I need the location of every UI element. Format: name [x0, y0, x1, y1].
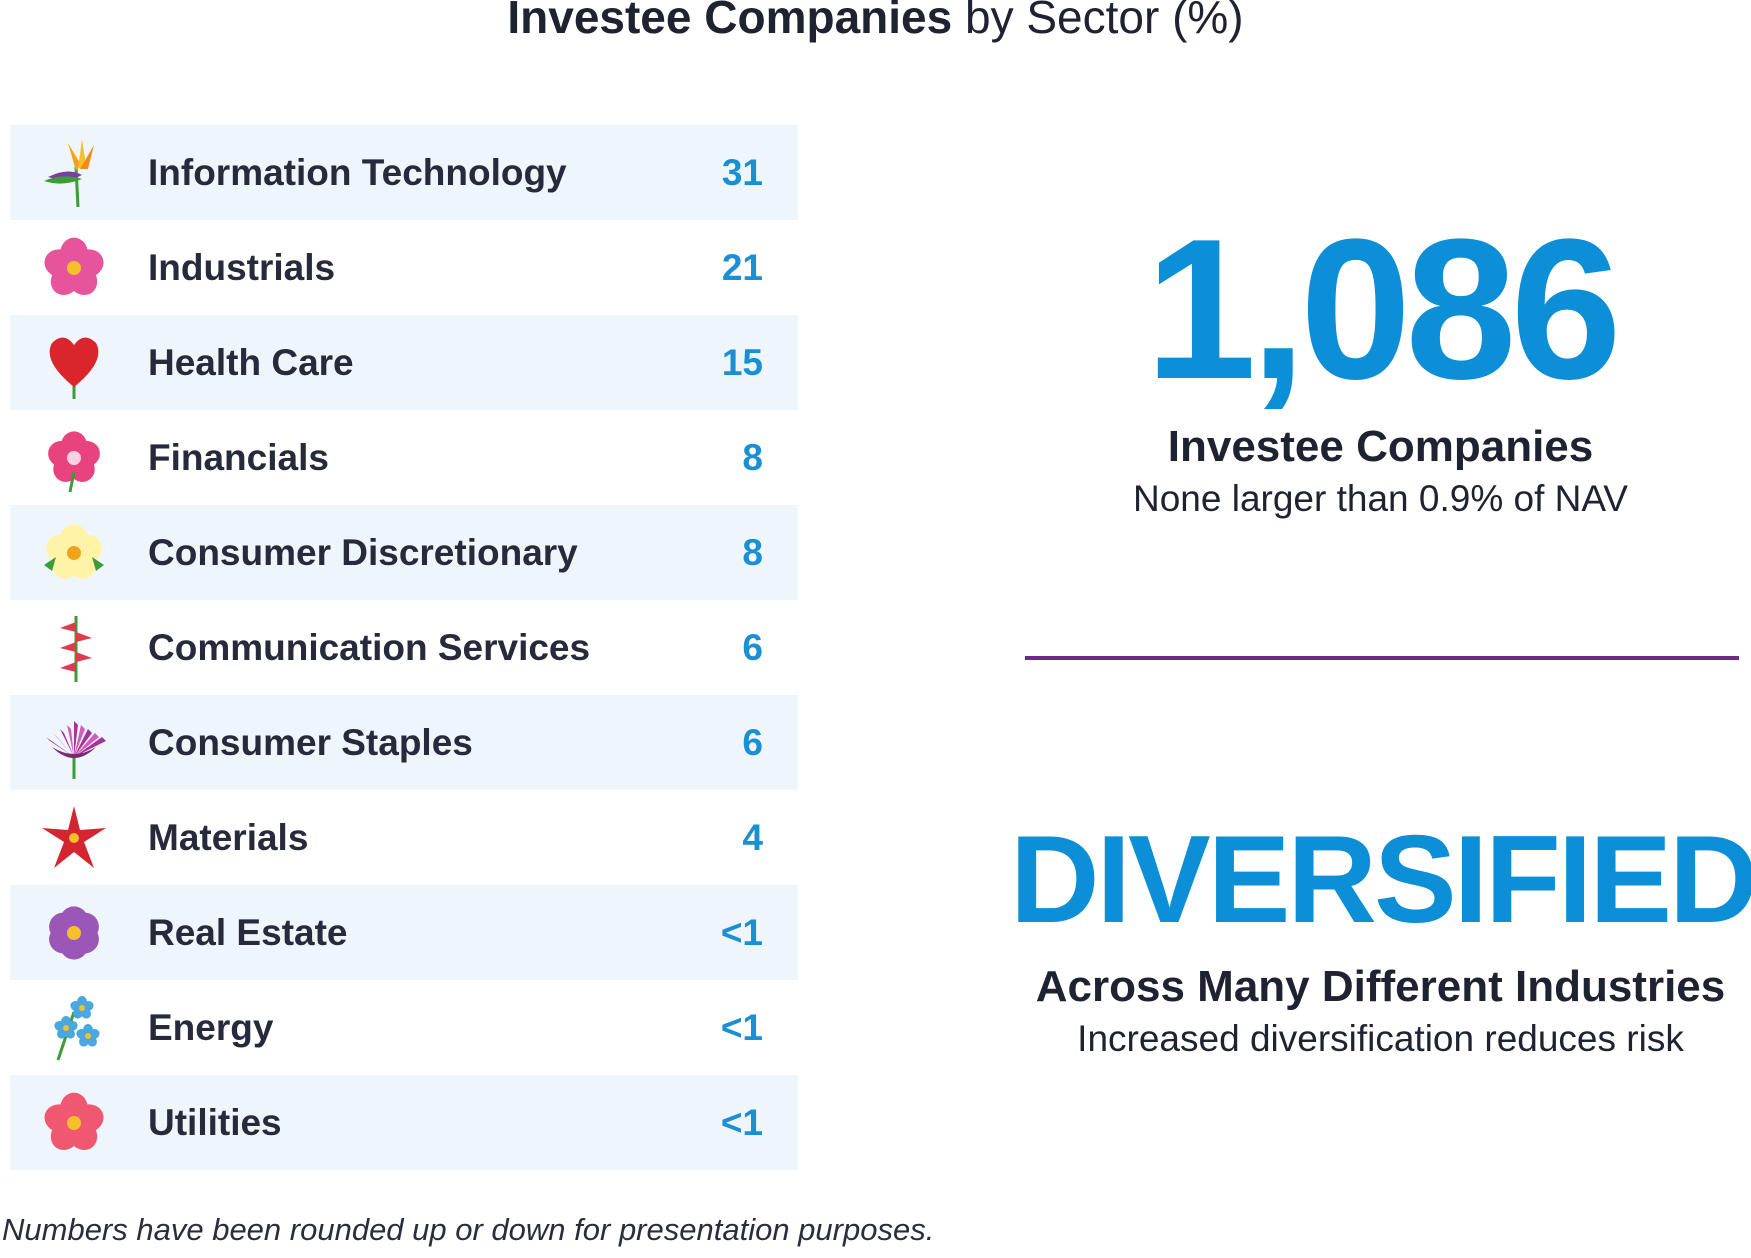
heliconia-icon: [38, 612, 110, 684]
plumeria-icon: [38, 517, 110, 589]
sector-value: 6: [742, 722, 763, 763]
bird-of-paradise-icon: [38, 137, 110, 209]
protea-icon: [38, 707, 110, 779]
hibiscus-pink-icon: [38, 232, 110, 304]
sector-value: 8: [742, 532, 763, 573]
company-count-label: Investee Companies: [1167, 422, 1594, 471]
sector-label: Energy: [148, 1007, 274, 1048]
hibiscus-coral-icon: [38, 1087, 110, 1159]
table-row: Consumer Discretionary 8: [10, 505, 798, 600]
sector-label: Communication Services: [148, 627, 591, 668]
company-count-note: None larger than 0.9% of NAV: [1133, 478, 1628, 519]
table-row: Information Technology 31: [10, 125, 798, 220]
sector-label: Industrials: [148, 247, 336, 288]
divider-line: [1025, 656, 1739, 660]
table-row: Health Care 15: [10, 315, 798, 410]
sector-value: 31: [721, 152, 763, 193]
sector-label: Materials: [148, 817, 309, 858]
sector-value: <1: [720, 1007, 763, 1048]
sector-label: Financials: [148, 437, 329, 478]
anthurium-icon: [38, 327, 110, 399]
diversified-label: Across Many Different Industries: [1035, 962, 1726, 1011]
footnote: Numbers have been rounded up or down for…: [2, 1212, 935, 1247]
sector-label: Information Technology: [148, 152, 567, 193]
table-row: Utilities <1: [10, 1075, 798, 1170]
chart-title: Investee Companies by Sector (%): [0, 0, 1751, 44]
sector-value: 8: [742, 437, 763, 478]
table-row: Consumer Staples 6: [10, 695, 798, 790]
lily-icon: [38, 802, 110, 874]
sector-value: 6: [742, 627, 763, 668]
table-row: Energy <1: [10, 980, 798, 1075]
violet-icon: [38, 897, 110, 969]
sector-label: Real Estate: [148, 912, 348, 953]
sector-value: <1: [720, 912, 763, 953]
diversified-note: Increased diversification reduces risk: [1077, 1018, 1684, 1059]
title-rest: by Sector (%): [964, 0, 1244, 43]
orchid-icon: [38, 422, 110, 494]
sector-label: Consumer Staples: [148, 722, 473, 763]
title-bold: Investee Companies: [507, 0, 953, 43]
sector-label: Health Care: [148, 342, 354, 383]
sector-table: Information Technology 31 Industrials 21 Hea…: [10, 125, 798, 1170]
sector-label: Consumer Discretionary: [148, 532, 578, 573]
table-row: Real Estate <1: [10, 885, 798, 980]
sector-value: 4: [742, 817, 763, 858]
table-row: Communication Services 6: [10, 600, 798, 695]
forget-me-not-icon: [38, 992, 110, 1064]
sector-label: Utilities: [148, 1102, 282, 1143]
table-row: Materials 4: [10, 790, 798, 885]
diversified-headline: DIVERSIFIED: [1010, 811, 1751, 949]
company-count: 1,086: [1145, 198, 1622, 421]
table-row: Financials 8: [10, 410, 798, 505]
sector-value: 15: [721, 342, 763, 383]
sector-value: 21: [721, 247, 763, 288]
table-row: Industrials 21: [10, 220, 798, 315]
sector-value: <1: [720, 1102, 763, 1143]
